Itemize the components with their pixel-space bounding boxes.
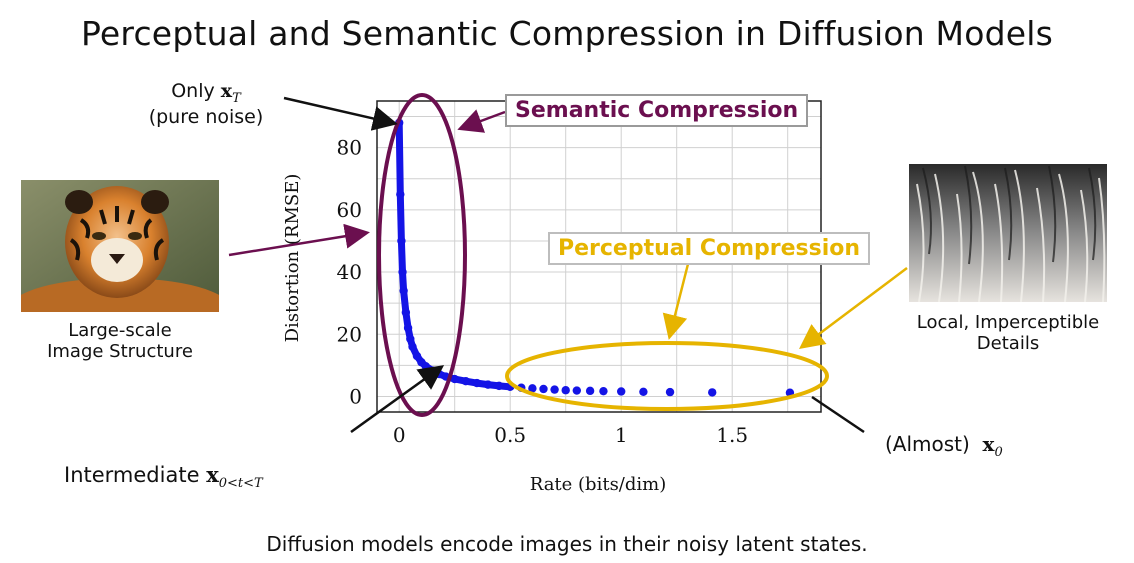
data-point bbox=[406, 334, 415, 344]
local-details-label: Local, Imperceptible Details bbox=[893, 312, 1123, 354]
intermediate-sub: 0<t<T bbox=[218, 476, 263, 492]
data-point bbox=[550, 385, 559, 394]
data-point bbox=[408, 342, 417, 351]
data-point bbox=[665, 387, 675, 397]
local-line1: Local, Imperceptible bbox=[916, 312, 1100, 333]
x-tick-label: 1.5 bbox=[716, 423, 748, 447]
data-point bbox=[599, 386, 608, 396]
data-point bbox=[528, 384, 537, 393]
xt-math: x bbox=[220, 80, 233, 102]
semantic-ellipse bbox=[377, 93, 467, 417]
semantic-compression-label: Semantic Compression bbox=[505, 94, 809, 127]
xt-sub: T bbox=[232, 90, 241, 106]
data-point bbox=[461, 377, 470, 386]
semantic-arrow bbox=[457, 109, 506, 133]
data-point bbox=[585, 386, 595, 396]
local-line2: Details bbox=[976, 333, 1040, 354]
data-point bbox=[561, 386, 570, 395]
only-xt-label: Only xT (pure noise) bbox=[136, 80, 276, 128]
almost-x0-label: (Almost) x0 bbox=[885, 432, 1003, 460]
x-tick-label: 1 bbox=[615, 423, 628, 447]
data-point bbox=[403, 323, 413, 333]
fur-arrow bbox=[799, 267, 908, 349]
x0-sub: 0 bbox=[994, 445, 1003, 460]
data-point bbox=[472, 378, 482, 388]
x-axis-label: Rate (bits/dim) bbox=[530, 474, 667, 495]
data-point bbox=[398, 267, 407, 277]
data-point bbox=[412, 351, 422, 361]
fur-detail-image bbox=[909, 164, 1107, 302]
slide-caption: Diffusion models encode images in their … bbox=[266, 532, 868, 556]
data-point bbox=[494, 381, 504, 391]
y-axis-label: Distortion (RMSE) bbox=[282, 174, 303, 343]
data-point bbox=[708, 388, 717, 397]
data-point bbox=[483, 380, 493, 389]
perceptual-arrow-down bbox=[662, 263, 690, 340]
y-tick-label: 80 bbox=[337, 136, 362, 160]
y-tick-label: 20 bbox=[337, 322, 362, 346]
intermediate-label: Intermediate x0<t<T bbox=[64, 462, 263, 491]
data-point bbox=[617, 387, 626, 396]
data-point bbox=[396, 190, 405, 199]
almost-text: (Almost) bbox=[885, 432, 970, 456]
intermediate-math: x bbox=[206, 462, 219, 487]
x0-arrow bbox=[811, 395, 865, 434]
intermediate-text: Intermediate bbox=[64, 463, 200, 487]
y-tick-label: 0 bbox=[349, 384, 362, 408]
x-tick-label: 0 bbox=[393, 423, 406, 447]
large-scale-line1: Large-scale bbox=[68, 320, 172, 341]
large-scale-label: Large-scale Image Structure bbox=[21, 320, 219, 362]
tiger-image bbox=[21, 180, 219, 312]
slide-title: Perceptual and Semantic Compression in D… bbox=[81, 14, 1053, 53]
y-tick-label: 60 bbox=[337, 198, 362, 222]
data-point bbox=[539, 384, 548, 394]
data-point bbox=[399, 286, 408, 295]
only-text: Only bbox=[171, 80, 215, 102]
tiger-arrow bbox=[228, 223, 370, 257]
intermediate-arrow bbox=[350, 365, 445, 434]
x-tick-label: 0.5 bbox=[494, 423, 526, 447]
data-point bbox=[450, 374, 459, 384]
pure-noise-text: (pure noise) bbox=[148, 105, 264, 128]
y-tick-label: 40 bbox=[337, 260, 362, 284]
data-point bbox=[397, 236, 406, 246]
data-point bbox=[572, 386, 581, 395]
large-scale-line2: Image Structure bbox=[47, 341, 193, 362]
perceptual-ellipse bbox=[505, 341, 829, 411]
data-point bbox=[401, 308, 411, 317]
only-xt-arrow bbox=[283, 96, 398, 131]
x0-math: x bbox=[982, 432, 995, 456]
perceptual-compression-label: Perceptual Compression bbox=[548, 232, 871, 265]
data-point bbox=[639, 387, 648, 396]
